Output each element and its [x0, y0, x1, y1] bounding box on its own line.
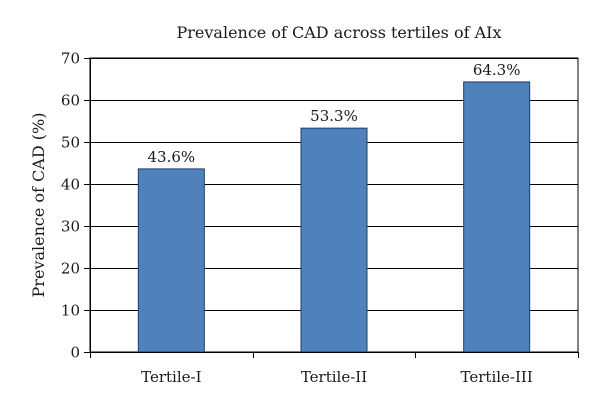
bar-tertile-ii: [300, 127, 368, 353]
data-label-tertile-iii: 64.3%: [473, 61, 521, 79]
labels: 0 10 20 30 40 50 60 70 43.6% Tertile-I 53.3% Tertil…: [61, 50, 533, 387]
y-tick-label-30: 30: [61, 218, 80, 236]
bar-tertile-iii: [463, 81, 531, 353]
y-axis-label: Prevalence of CAD (%): [29, 113, 48, 298]
bar-tertile-i: [137, 168, 205, 353]
x-tick-label-tertile-i: Tertile-I: [141, 368, 201, 386]
y-tick-label-50: 50: [61, 134, 80, 152]
y-tick-label-60: 60: [61, 92, 80, 110]
data-label-tertile-i: 43.6%: [148, 148, 196, 166]
chart-title: Prevalence of CAD across tertiles of AIx: [176, 23, 501, 42]
axes: [84, 58, 579, 358]
y-tick-label-10: 10: [61, 302, 80, 320]
x-tick-label-tertile-ii: Tertile-II: [301, 368, 367, 386]
x-tick-label-tertile-iii: Tertile-III: [461, 368, 533, 386]
data-label-tertile-ii: 53.3%: [310, 107, 358, 125]
y-tick-label-0: 0: [70, 344, 80, 362]
y-tick-label-20: 20: [61, 260, 80, 278]
y-tick-label-40: 40: [61, 176, 80, 194]
y-tick-label-70: 70: [61, 50, 80, 68]
